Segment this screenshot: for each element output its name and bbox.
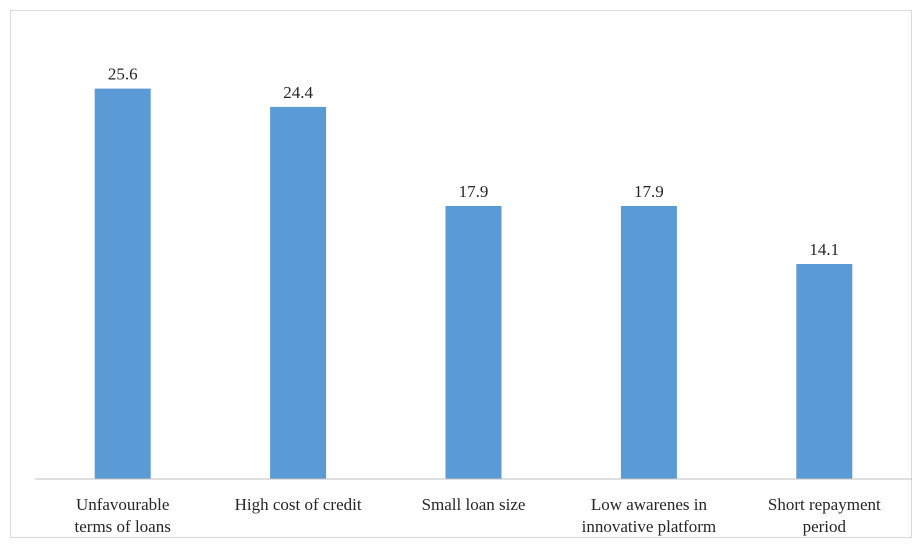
data-label-2: 17.9: [459, 182, 489, 201]
x-tick-label-line: Short repayment: [768, 495, 881, 514]
x-tick-label-0: Unfavourable terms of loans: [75, 495, 171, 536]
x-tick-label-line: Low awarenes in: [591, 495, 708, 514]
x-tick-label-1: High cost of credit: [235, 495, 362, 514]
x-tick-label-line: Small loan size: [422, 495, 526, 514]
x-tick-label-line: Unfavourable: [76, 495, 169, 514]
x-tick-label-line: period: [803, 517, 847, 536]
data-label-1: 24.4: [283, 83, 313, 102]
x-tick-label-4: Short repayment period: [768, 495, 881, 536]
bar-2: [445, 206, 502, 479]
bar-3: [620, 206, 677, 479]
bar-0: [94, 88, 151, 479]
x-tick-labels-layer: Unfavourable terms of loans High cost of c…: [75, 495, 881, 536]
data-labels-layer: 25.6 24.4 17.9 17.9 14.1: [108, 65, 839, 259]
x-tick-label-2: Small loan size: [422, 495, 526, 514]
data-label-3: 17.9: [634, 182, 664, 201]
data-label-4: 14.1: [809, 240, 839, 259]
data-label-0: 25.6: [108, 65, 138, 84]
x-tick-label-line: terms of loans: [75, 517, 171, 536]
x-tick-label-line: High cost of credit: [235, 495, 362, 514]
bar-1: [270, 106, 327, 480]
bar-4: [796, 264, 853, 479]
x-tick-label-line: innovative platform: [582, 517, 717, 536]
bars-layer: [94, 88, 853, 480]
x-tick-label-3: Low awarenes in innovative platform: [582, 495, 717, 536]
